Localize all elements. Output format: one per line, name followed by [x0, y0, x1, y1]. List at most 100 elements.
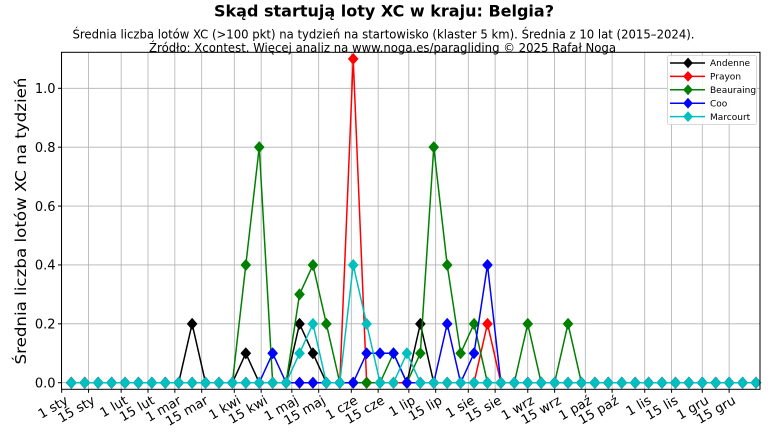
legend-label: Beauraing	[710, 86, 756, 96]
legend-diamond-marker-icon	[683, 71, 693, 82]
data-point-diamond-marker	[361, 376, 372, 389]
y-axis-label: Średnia liczba lotów XC na tydzień	[11, 78, 30, 365]
y-axis-ticks: 0.0 0.2 0.4 0.6 0.8 1.0	[35, 82, 62, 391]
legend-box	[667, 55, 757, 125]
data-point-diamond-marker	[200, 376, 211, 389]
data-point-diamond-marker	[401, 347, 413, 360]
data-series	[65, 52, 762, 389]
data-point-diamond-marker	[737, 376, 748, 389]
legend-diamond-marker-icon	[683, 111, 693, 122]
data-point-diamond-marker	[294, 317, 305, 330]
chart-subtitle-line1: Średnia liczba lotów XC (>100 pkt) na ty…	[73, 27, 695, 42]
data-point-diamond-marker	[321, 376, 332, 389]
legend-item-beauraing: Beauraing	[670, 84, 756, 96]
data-point-diamond-marker	[468, 317, 480, 330]
data-point-diamond-marker	[616, 376, 628, 389]
data-point-diamond-marker	[441, 258, 453, 271]
y-tick-label: 0.8	[35, 141, 56, 156]
data-point-diamond-marker	[240, 347, 252, 360]
data-point-diamond-marker	[119, 376, 131, 389]
data-point-diamond-marker	[173, 376, 185, 389]
y-tick-label: 0.4	[35, 259, 56, 274]
legend-label: Coo	[710, 99, 728, 109]
data-point-diamond-marker	[428, 376, 440, 389]
data-point-diamond-marker	[79, 376, 91, 389]
plot-background	[61, 52, 760, 390]
data-point-diamond-marker	[670, 376, 681, 389]
data-point-diamond-marker	[307, 376, 319, 389]
data-point-diamond-marker	[602, 376, 614, 389]
data-point-diamond-marker	[415, 376, 426, 389]
data-point-diamond-marker	[92, 376, 104, 389]
data-point-diamond-marker	[522, 376, 534, 389]
data-point-diamond-marker	[307, 347, 319, 360]
data-point-diamond-marker	[441, 376, 453, 389]
data-point-diamond-marker	[468, 347, 480, 360]
data-point-diamond-marker	[522, 317, 534, 330]
data-point-diamond-marker	[159, 376, 171, 389]
y-tick-label: 0.0	[35, 376, 56, 391]
legend: Andenne Prayon Beauraing Coo Marcourt	[667, 55, 757, 125]
data-point-diamond-marker	[253, 376, 265, 389]
data-point-diamond-marker	[307, 317, 319, 330]
data-point-diamond-marker	[146, 376, 158, 389]
data-point-diamond-marker	[495, 376, 507, 389]
chart-subtitle-line2: Źródło: Xcontest. Więcej analiz na www.n…	[149, 40, 616, 55]
data-point-diamond-marker	[388, 376, 399, 389]
legend-label: Prayon	[710, 73, 741, 83]
data-point-diamond-marker	[294, 376, 305, 389]
data-point-diamond-marker	[482, 317, 493, 330]
data-point-diamond-marker	[723, 376, 735, 389]
data-point-diamond-marker	[213, 376, 225, 389]
data-point-diamond-marker	[415, 317, 426, 330]
y-tick-label: 1.0	[35, 82, 56, 97]
data-point-diamond-marker	[656, 376, 668, 389]
legend-item-prayon: Prayon	[670, 71, 741, 83]
data-point-diamond-marker	[240, 258, 252, 271]
data-point-diamond-marker	[415, 347, 426, 360]
data-point-diamond-marker	[347, 258, 359, 271]
data-point-diamond-marker	[696, 376, 708, 389]
data-point-diamond-marker	[710, 376, 722, 389]
legend-label: Andenne	[710, 59, 751, 69]
data-point-diamond-marker	[321, 317, 332, 330]
legend-diamond-marker-icon	[683, 84, 693, 96]
data-point-diamond-marker	[347, 376, 359, 389]
data-point-diamond-marker	[455, 347, 466, 360]
data-point-diamond-marker	[441, 317, 453, 330]
data-point-diamond-marker	[267, 376, 278, 389]
data-point-diamond-marker	[361, 317, 372, 330]
data-point-diamond-marker	[65, 376, 77, 389]
legend-label: Marcourt	[710, 113, 751, 123]
data-point-diamond-marker	[562, 317, 574, 330]
data-point-diamond-marker	[589, 376, 601, 389]
legend-diamond-marker-icon	[683, 97, 693, 109]
legend-item-coo: Coo	[670, 97, 728, 109]
data-point-diamond-marker	[294, 288, 305, 301]
y-tick-label: 0.6	[35, 200, 56, 215]
data-point-diamond-marker	[267, 347, 278, 360]
data-point-diamond-marker	[334, 376, 346, 389]
data-point-diamond-marker	[253, 141, 265, 154]
legend-diamond-marker-icon	[683, 57, 693, 69]
data-point-diamond-marker	[294, 347, 305, 360]
data-point-diamond-marker	[643, 376, 654, 389]
data-point-diamond-marker	[186, 317, 198, 330]
data-point-diamond-marker	[347, 52, 359, 65]
data-point-diamond-marker	[549, 376, 560, 389]
data-point-diamond-marker	[307, 258, 319, 271]
data-point-diamond-marker	[361, 347, 372, 360]
data-point-diamond-marker	[482, 376, 493, 389]
data-point-diamond-marker	[428, 141, 440, 154]
data-point-diamond-marker	[508, 376, 520, 389]
data-point-diamond-marker	[106, 376, 117, 389]
data-point-diamond-marker	[482, 258, 493, 271]
data-point-diamond-marker	[562, 376, 574, 389]
data-point-diamond-marker	[388, 347, 399, 360]
data-point-diamond-marker	[750, 376, 762, 389]
data-point-diamond-marker	[401, 376, 413, 389]
data-point-diamond-marker	[629, 376, 641, 389]
data-point-diamond-marker	[227, 376, 238, 389]
